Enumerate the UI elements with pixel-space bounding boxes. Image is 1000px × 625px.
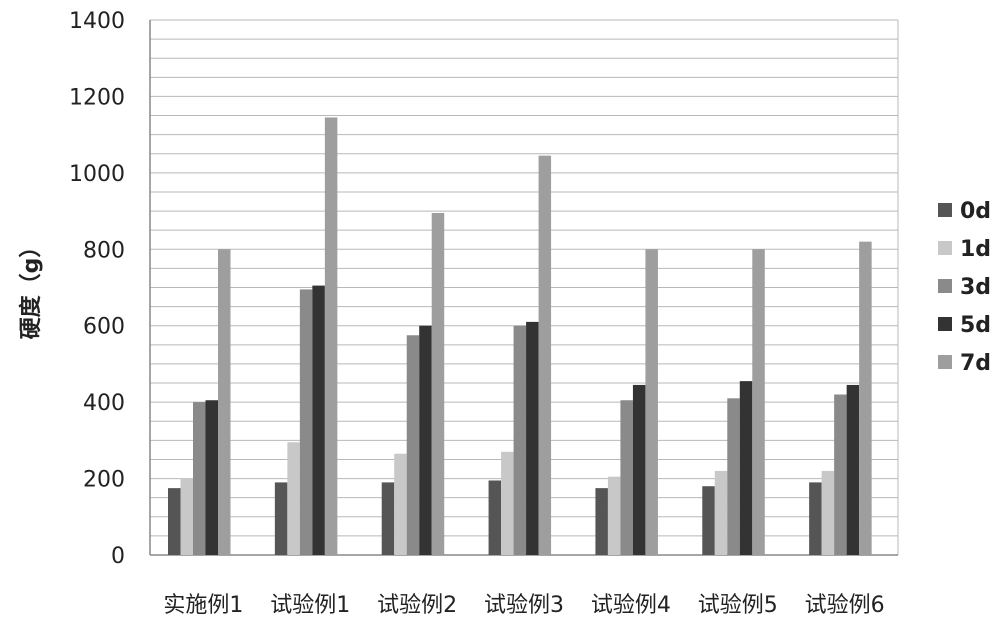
x-axis-categories: 实施例1 试验例1 试验例2 试验例3 试验例4 试验例5 试验例6 xyxy=(163,593,884,618)
bar-5d xyxy=(526,322,539,555)
category-label: 试验例1 xyxy=(270,593,350,618)
legend-label-1d: 1d xyxy=(960,237,991,262)
legend-swatch-3d xyxy=(938,279,952,293)
y-tick-label: 1200 xyxy=(69,85,125,110)
bar-3d xyxy=(300,289,313,555)
legend-label-0d: 0d xyxy=(960,199,991,224)
legend-label-5d: 5d xyxy=(960,313,991,338)
bar-5d xyxy=(847,385,860,555)
bar-0d xyxy=(275,482,288,555)
legend-swatch-1d xyxy=(938,241,952,255)
bar-0d xyxy=(489,480,502,555)
bar-7d xyxy=(645,249,658,555)
y-tick-label: 800 xyxy=(83,238,125,263)
bars xyxy=(168,117,872,555)
bar-5d xyxy=(633,385,646,555)
bar-7d xyxy=(325,117,338,555)
bar-5d xyxy=(419,326,432,555)
bar-1d xyxy=(287,442,300,555)
bar-3d xyxy=(514,326,527,555)
y-tick-label: 1000 xyxy=(69,162,125,187)
y-tick-label: 1400 xyxy=(69,9,125,34)
y-tick-label: 400 xyxy=(83,391,125,416)
bar-0d xyxy=(702,486,715,555)
y-tick-label: 600 xyxy=(83,315,125,340)
y-axis-ticks: 0 200 400 600 800 1000 1200 1400 xyxy=(69,9,125,569)
category-label: 实施例1 xyxy=(163,593,243,618)
bar-0d xyxy=(168,488,181,555)
bar-1d xyxy=(501,452,513,555)
bar-3d xyxy=(727,398,740,555)
bar-7d xyxy=(539,156,552,555)
legend-swatch-7d xyxy=(938,355,952,369)
y-axis-title: 硬度（g） xyxy=(18,236,44,340)
bar-0d xyxy=(809,482,822,555)
bar-1d xyxy=(715,471,728,555)
bar-7d xyxy=(859,242,872,555)
bar-5d xyxy=(312,286,325,555)
bar-3d xyxy=(620,400,633,555)
category-label: 试验例6 xyxy=(805,593,885,618)
y-tick-label: 200 xyxy=(83,468,125,493)
bar-1d xyxy=(181,479,194,555)
y-tick-label: 0 xyxy=(111,544,125,569)
bar-3d xyxy=(407,335,420,555)
bar-3d xyxy=(834,395,847,556)
bar-7d xyxy=(218,249,231,555)
bar-7d xyxy=(752,249,765,555)
category-label: 试验例5 xyxy=(698,593,778,618)
category-label: 试验例4 xyxy=(591,593,671,618)
bar-1d xyxy=(608,477,621,555)
legend-label-7d: 7d xyxy=(960,351,991,376)
bar-1d xyxy=(394,454,407,555)
legend: 0d 1d 3d 5d 7d xyxy=(938,199,991,376)
bar-5d xyxy=(206,400,219,555)
bar-1d xyxy=(822,471,835,555)
legend-swatch-5d xyxy=(938,317,952,331)
bar-7d xyxy=(432,213,445,555)
bar-0d xyxy=(382,482,395,555)
bar-3d xyxy=(193,402,206,555)
bar-0d xyxy=(595,488,608,555)
legend-swatch-0d xyxy=(938,203,952,217)
category-label: 试验例2 xyxy=(377,593,457,618)
category-label: 试验例3 xyxy=(484,593,564,618)
bar-5d xyxy=(740,381,753,555)
legend-label-3d: 3d xyxy=(960,275,991,300)
